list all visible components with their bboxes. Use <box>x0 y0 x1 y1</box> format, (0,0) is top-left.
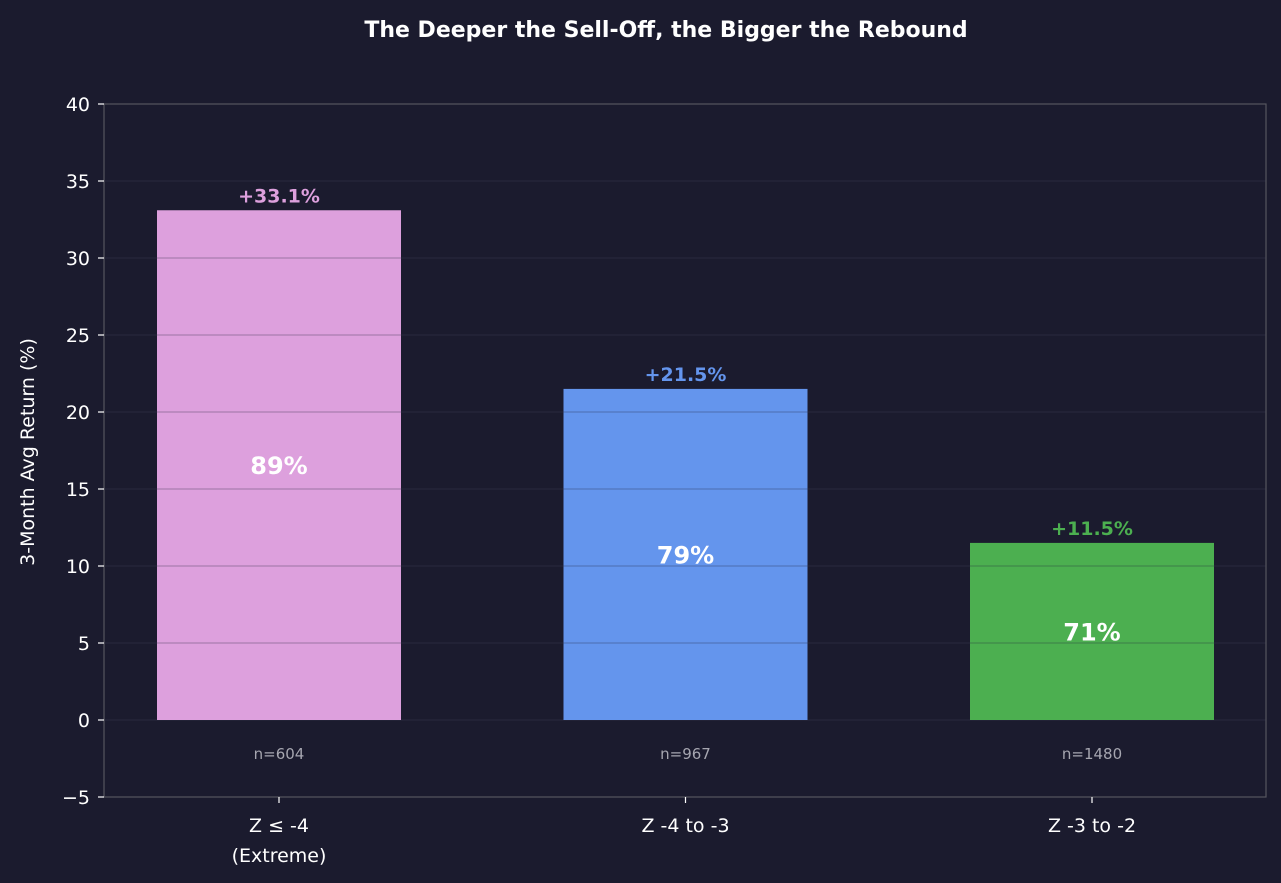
y-axis-label: 3-Month Avg Return (%) <box>17 338 39 566</box>
bar <box>157 210 401 720</box>
y-tick-label: 20 <box>66 402 90 424</box>
bar-win-rate-label: 89% <box>250 452 307 480</box>
y-axis: −5 0 5 10 15 20 25 30 35 40 <box>62 94 104 809</box>
y-tick-label: 5 <box>78 633 90 655</box>
y-tick-label: 0 <box>78 710 90 732</box>
bar-value-label: +11.5% <box>1051 518 1133 540</box>
y-tick-label: 25 <box>66 325 90 347</box>
y-tick-label: 10 <box>66 556 90 578</box>
y-tick-label: 15 <box>66 479 90 501</box>
x-axis: Z ≤ -4 (Extreme) Z -4 to -3 Z -3 to -2 <box>232 797 1136 867</box>
y-tick-label: 30 <box>66 248 90 270</box>
bars <box>157 210 1214 720</box>
sample-size-label: n=1480 <box>1062 745 1122 763</box>
y-tick-label: 35 <box>66 171 90 193</box>
bar-win-rate-label: 79% <box>657 541 714 569</box>
x-tick-label: (Extreme) <box>232 845 327 867</box>
chart-title: The Deeper the Sell-Off, the Bigger the … <box>364 18 967 43</box>
x-tick-label: Z ≤ -4 <box>249 815 309 837</box>
bar-labels: +33.1% 89% n=604 +21.5% 79% n=967 +11.5% 71% n=1… <box>238 185 1133 763</box>
bar <box>970 542 1214 720</box>
y-tick-label: −5 <box>62 787 90 809</box>
sample-size-label: n=967 <box>660 745 711 763</box>
bar-value-label: +33.1% <box>238 185 320 207</box>
bar-value-label: +21.5% <box>645 364 727 386</box>
y-tick-label: 40 <box>66 94 90 116</box>
bar <box>563 388 808 720</box>
bar-win-rate-label: 71% <box>1063 618 1120 646</box>
x-tick-label: Z -4 to -3 <box>641 815 729 837</box>
x-tick-label: Z -3 to -2 <box>1048 815 1136 837</box>
sample-size-label: n=604 <box>254 745 305 763</box>
